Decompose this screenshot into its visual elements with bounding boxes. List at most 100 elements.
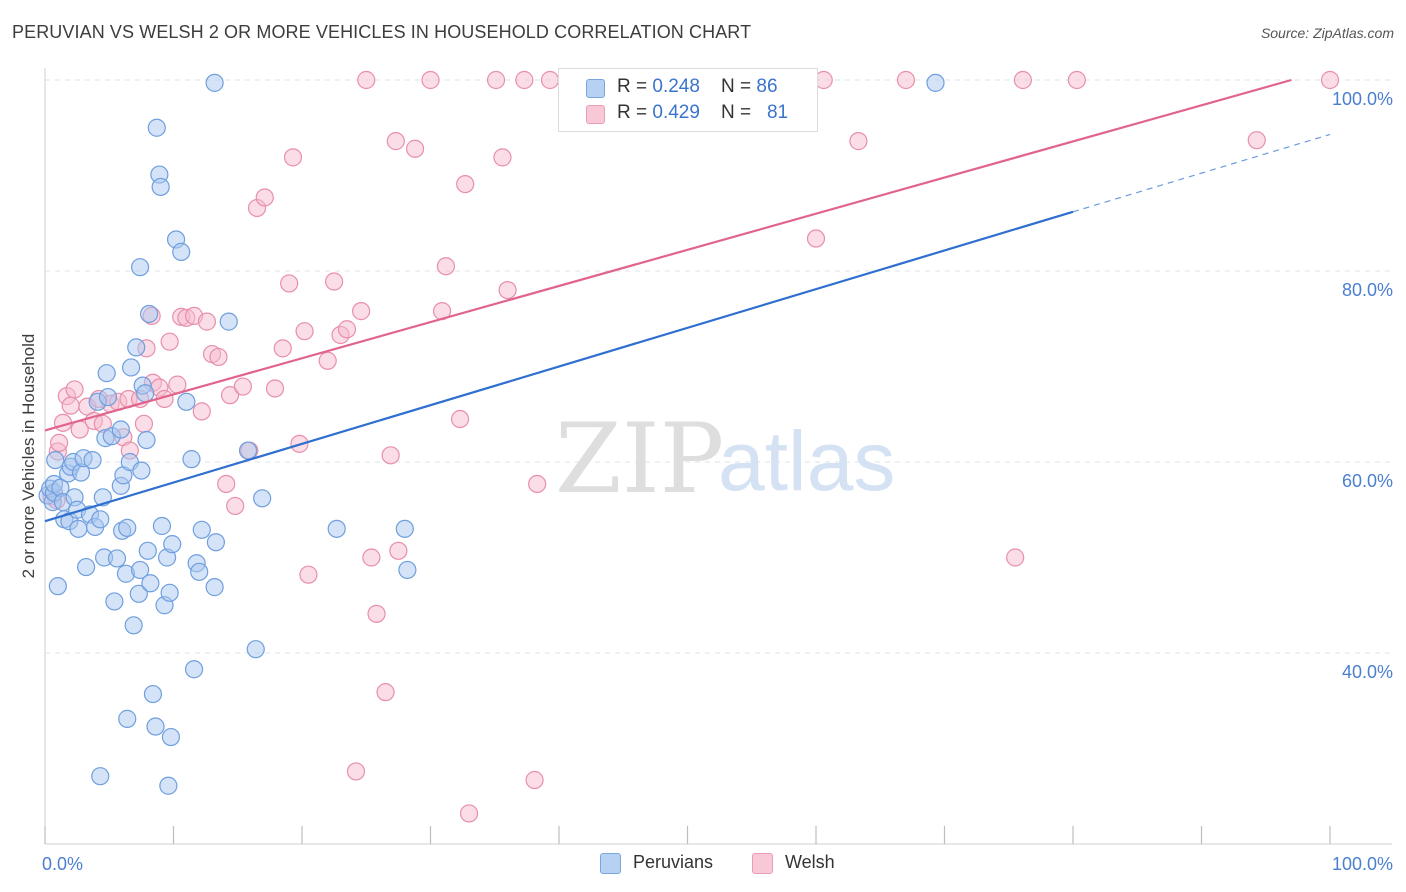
peruvians-point <box>398 560 417 580</box>
peruvians-point <box>238 441 258 460</box>
peruvians-trend-line <box>44 210 1074 523</box>
peruvians-point <box>83 450 102 470</box>
welsh-point <box>376 683 395 702</box>
bottom-legend-welsh[interactable]: Welsh <box>752 852 852 876</box>
y-tick-label: 60.0% <box>1342 471 1393 491</box>
peruvians-point <box>139 304 159 324</box>
welsh-point <box>1006 548 1025 567</box>
peruvians-point <box>136 384 155 403</box>
peruvians-point <box>111 420 130 439</box>
welsh-point <box>192 402 211 421</box>
welsh-point <box>386 132 405 151</box>
y-tick-label: 100.0% <box>1332 89 1393 109</box>
label-layer: 2 or more Vehicles in Household 40.0% 60.… <box>19 89 1393 874</box>
welsh-point <box>849 132 868 151</box>
welsh-point <box>896 70 916 90</box>
peruvians-point <box>130 560 150 580</box>
welsh-point <box>1247 131 1266 150</box>
peruvians-point <box>147 118 166 137</box>
welsh-point <box>806 229 826 248</box>
welsh-point <box>217 474 236 494</box>
peruvians-point <box>177 392 196 411</box>
source-label: Source: ZipAtlas.com <box>1260 25 1394 41</box>
welsh-point <box>525 770 544 790</box>
welsh-point <box>134 414 154 433</box>
welsh-point <box>528 474 547 494</box>
peruvians-point <box>163 535 182 554</box>
peruvians-point <box>137 430 156 450</box>
peruvians-point <box>46 450 65 470</box>
welsh-point <box>337 320 357 339</box>
peruvians-point <box>159 776 178 795</box>
peruvians-r-label: R = <box>617 76 653 97</box>
bottom-welsh-swatch <box>752 853 773 874</box>
bottom-legend-peruvians[interactable]: Peruvians <box>600 852 730 876</box>
stats-legend: R = 0.248 N = 86 R = 0.429 N = 81 <box>558 68 818 132</box>
welsh-point <box>436 257 456 276</box>
peruvians-point <box>152 516 172 536</box>
welsh-trend-line <box>44 78 1292 432</box>
watermark: ZIP atlas <box>555 403 895 515</box>
y-tick-label: 40.0% <box>1342 662 1393 682</box>
peruvians-point <box>138 541 157 560</box>
y-tick-label: 80.0% <box>1342 280 1393 300</box>
peruvians-point <box>327 519 346 538</box>
welsh-point <box>273 339 292 358</box>
welsh-point <box>493 148 512 167</box>
welsh-point <box>498 281 517 300</box>
peruvians-r-value: 0.248 <box>652 76 700 97</box>
peruvians-point <box>205 73 224 92</box>
welsh-point <box>226 496 245 516</box>
peruvians-point <box>107 549 127 568</box>
welsh-point <box>362 548 381 567</box>
welsh-point <box>1320 70 1340 90</box>
grid-layer <box>45 79 1392 654</box>
peruvians-point <box>205 578 224 597</box>
peruvians-point <box>118 709 137 728</box>
peruvians-points <box>38 73 945 795</box>
welsh-point <box>160 332 179 351</box>
welsh-point <box>265 379 285 398</box>
peruvians-point <box>98 387 118 407</box>
peruvians-point <box>926 73 945 92</box>
legend-welsh-text: R = 0.429 N = 81 <box>617 102 788 124</box>
peruvians-point <box>219 312 238 331</box>
welsh-point <box>209 347 228 367</box>
x-tick-label-max: 100.0% <box>1332 854 1393 874</box>
welsh-point <box>486 70 506 90</box>
welsh-point <box>540 70 560 90</box>
axes-layer <box>44 68 1392 845</box>
welsh-point <box>220 386 240 405</box>
y-axis-label: 2 or more Vehicles in Household <box>19 334 38 579</box>
welsh-point <box>50 433 69 452</box>
welsh-point <box>421 70 440 90</box>
peruvians-n-label: N = <box>721 76 757 97</box>
peruvians-point <box>172 242 191 261</box>
peruvians-point <box>124 616 143 635</box>
peruvians-point <box>161 727 181 747</box>
welsh-point <box>459 804 479 823</box>
welsh-point <box>346 762 366 781</box>
trend-layer <box>44 78 1331 523</box>
welsh-point <box>299 565 318 584</box>
x-tick-label-min: 0.0% <box>42 854 83 874</box>
peruvians-point <box>151 177 170 197</box>
welsh-point <box>280 274 299 293</box>
welsh-point <box>65 380 84 399</box>
peruvians-point <box>91 510 110 529</box>
peruvians-point <box>253 489 272 508</box>
peruvians-trend-extension <box>1072 133 1331 213</box>
peruvians-point <box>121 358 141 377</box>
peruvians-point <box>105 592 124 611</box>
peruvians-point <box>206 533 226 552</box>
bottom-peruvians-swatch <box>600 853 621 874</box>
welsh-point <box>318 351 337 370</box>
peruvians-point <box>146 717 165 736</box>
welsh-r-label: R = <box>617 102 653 123</box>
peruvians-point <box>132 461 151 480</box>
peruvians-point <box>143 684 163 704</box>
welsh-point <box>197 312 217 331</box>
peruvians-point <box>127 338 146 357</box>
welsh-point <box>381 446 400 465</box>
